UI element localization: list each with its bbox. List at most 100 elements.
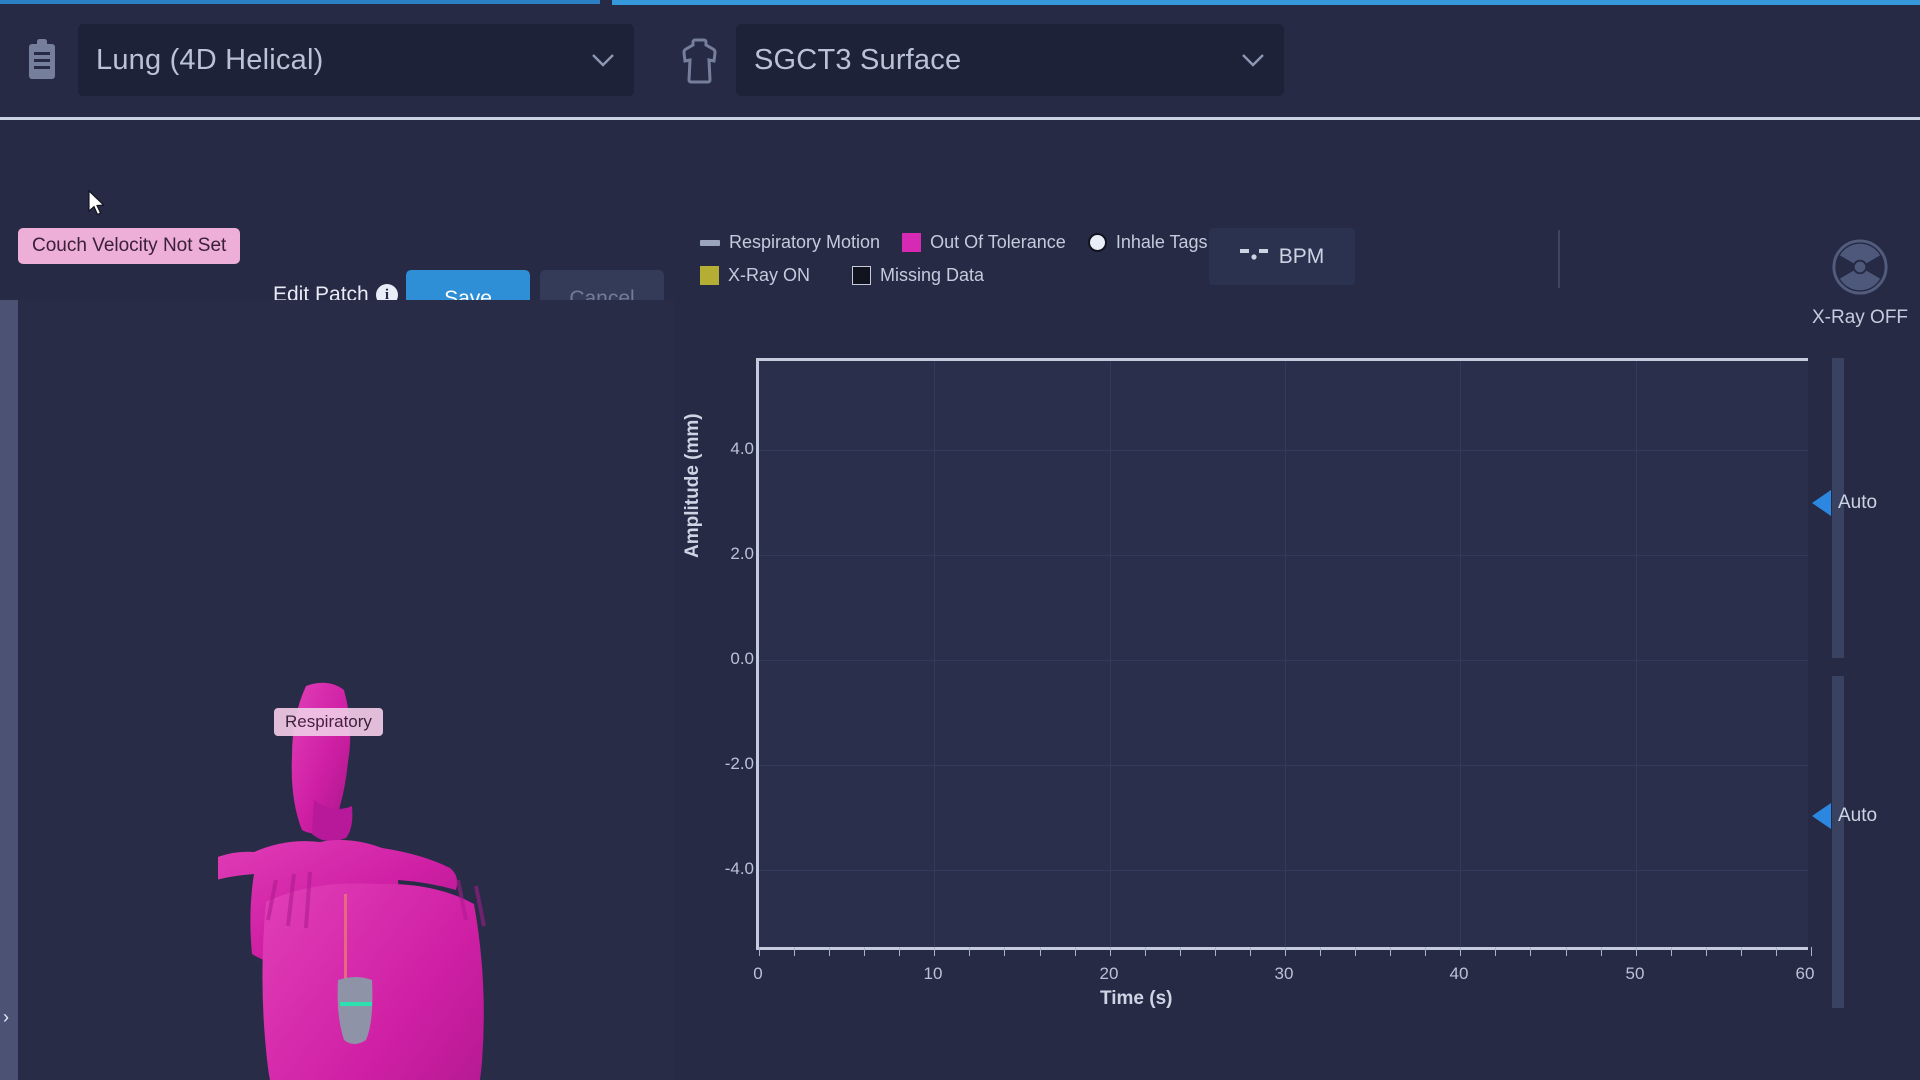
x-axis-minor-tick: [1249, 947, 1251, 956]
protocol-select[interactable]: Lung (4D Helical): [78, 24, 634, 96]
threshold-marker-label: Auto: [1838, 805, 1878, 826]
x-axis-minor-tick: [1285, 947, 1286, 956]
protocol-selector-group: Lung (4D Helical): [14, 24, 634, 96]
x-axis-label: Time (s): [1100, 988, 1173, 1009]
threshold-marker-lower[interactable]: Auto: [1812, 803, 1877, 829]
x-axis-minor-tick: [1600, 947, 1602, 956]
respiratory-marker-tag[interactable]: Respiratory: [274, 708, 383, 736]
x-axis-minor-tick: [864, 947, 866, 956]
legend-label: X-Ray ON: [728, 265, 811, 285]
xray-status-label: X-Ray OFF: [1811, 307, 1909, 328]
x-axis-minor-tick: [1460, 947, 1462, 956]
x-axis-tick: 20: [1099, 964, 1119, 983]
chart-legend: Respiratory Motion Out Of Tolerance Inha…: [700, 232, 1208, 298]
legend-item-inhale-tags[interactable]: Inhale Tags: [1087, 232, 1208, 253]
legend-item-missing-data[interactable]: Missing Data: [852, 265, 984, 286]
action-toolbar: Edit Patch i Save Cancel Review Save Dat…: [0, 126, 1920, 336]
gridline-vertical: [934, 361, 935, 947]
surface-selector-group: SGCT3 Surface: [672, 24, 1284, 96]
gridline-horizontal: [759, 765, 1808, 766]
x-axis-tick: 10: [923, 964, 943, 983]
mouse-cursor-icon: [88, 189, 106, 221]
protocol-select-value: Lung (4D Helical): [96, 43, 324, 76]
bpm-button[interactable]: BPM: [1209, 228, 1355, 285]
x-axis-minor-tick: [1179, 947, 1181, 956]
y-axis-tick: -2.0: [724, 754, 754, 773]
toolbar-vertical-separator: [1558, 230, 1560, 288]
legend-item-xray-on[interactable]: X-Ray ON: [700, 265, 852, 286]
threshold-slider-column[interactable]: [1826, 358, 1850, 1008]
color-swatch-icon: [852, 266, 871, 285]
x-axis-minor-tick: [1705, 947, 1707, 956]
x-axis-tick: 30: [1274, 964, 1294, 983]
gridline-vertical: [1636, 361, 1637, 947]
x-axis-minor-tick: [1495, 947, 1497, 956]
legend-row: X-Ray ON Missing Data: [700, 265, 1160, 286]
respiratory-trace-chart: Amplitude (mm) 4.0 2.0 0.0 -2.0 -4.0 0 1…: [682, 350, 1814, 1010]
surface-select[interactable]: SGCT3 Surface: [736, 24, 1284, 96]
x-axis-minor-tick: [1425, 947, 1427, 956]
legend-label: Missing Data: [880, 265, 985, 285]
xray-status-indicator: X-Ray OFF: [1800, 238, 1920, 329]
surface-select-value: SGCT3 Surface: [754, 43, 962, 76]
legend-item-respiratory-motion[interactable]: Respiratory Motion: [700, 232, 880, 253]
x-axis-minor-tick: [1074, 947, 1076, 956]
x-axis-minor-tick: [969, 947, 971, 956]
x-axis-minor-tick: [829, 947, 831, 956]
bpm-label: BPM: [1278, 244, 1325, 268]
chevron-down-icon: [1242, 49, 1264, 71]
gridline-horizontal: [759, 555, 1808, 556]
x-axis-minor-tick: [1109, 947, 1111, 956]
line-swatch-icon: [700, 239, 720, 246]
gridline-horizontal: [759, 660, 1808, 661]
chevron-down-icon: [592, 49, 614, 71]
x-axis-minor-tick: [794, 947, 796, 956]
gridline-vertical: [1285, 361, 1286, 947]
app-header: Lung (4D Helical) SGCT3 Surface: [0, 7, 1920, 120]
x-axis-minor-tick: [1004, 947, 1006, 956]
y-axis-tick: -4.0: [724, 859, 754, 878]
color-swatch-icon: [700, 266, 719, 285]
accent-segment-left: [0, 0, 600, 4]
x-axis-minor-tick: [1775, 947, 1777, 956]
x-axis-minor-tick: [759, 947, 760, 956]
x-axis-minor-tick: [1565, 947, 1567, 956]
threshold-slider-track-lower[interactable]: [1832, 676, 1844, 1008]
circle-swatch-icon: [1087, 233, 1107, 252]
x-axis-tick: 40: [1449, 964, 1469, 983]
y-axis-tick: 2.0: [730, 544, 754, 563]
x-axis-tick: 50: [1625, 964, 1645, 983]
x-axis-minor-tick: [1670, 947, 1672, 956]
threshold-slider-track-upper[interactable]: [1832, 358, 1844, 658]
y-axis-label: Amplitude (mm): [682, 413, 703, 558]
x-axis-tick: 0: [753, 964, 763, 983]
radiation-icon: [1831, 239, 1889, 300]
patient-surface-viewport[interactable]: Respiratory sim rt TM: [18, 300, 674, 1080]
gridline-horizontal: [759, 870, 1808, 871]
x-axis-minor-tick: [934, 947, 936, 956]
gridline-horizontal: [759, 450, 1808, 451]
x-axis-minor-tick: [1214, 947, 1216, 956]
couch-velocity-alert[interactable]: Couch Velocity Not Set: [18, 228, 241, 264]
x-axis-minor-tick: [1740, 947, 1742, 956]
x-axis-minor-tick: [1530, 947, 1532, 956]
legend-row: Respiratory Motion Out Of Tolerance Inha…: [700, 232, 1208, 253]
patient-3d-model[interactable]: [199, 680, 538, 1080]
chart-plot-area[interactable]: [756, 358, 1812, 956]
x-axis-minor-tick: [1039, 947, 1041, 956]
torso-icon: [672, 29, 728, 91]
expand-panel-chevron-icon[interactable]: ›: [3, 1007, 9, 1027]
color-swatch-icon: [902, 233, 922, 252]
left-triangle-icon: [1812, 803, 1831, 829]
x-axis-minor-tick: [1811, 947, 1812, 956]
legend-item-out-of-tolerance[interactable]: Out Of Tolerance: [902, 232, 1066, 253]
legend-label: Out Of Tolerance: [930, 232, 1066, 252]
x-axis-minor-tick: [1320, 947, 1322, 956]
legend-label: Respiratory Motion: [729, 232, 881, 252]
legend-label: Inhale Tags: [1115, 232, 1208, 252]
clipboard-icon: [14, 29, 70, 91]
threshold-marker-upper[interactable]: Auto: [1812, 490, 1877, 516]
dashed-line-icon: [1239, 246, 1270, 267]
left-rail[interactable]: ›: [0, 300, 18, 1080]
